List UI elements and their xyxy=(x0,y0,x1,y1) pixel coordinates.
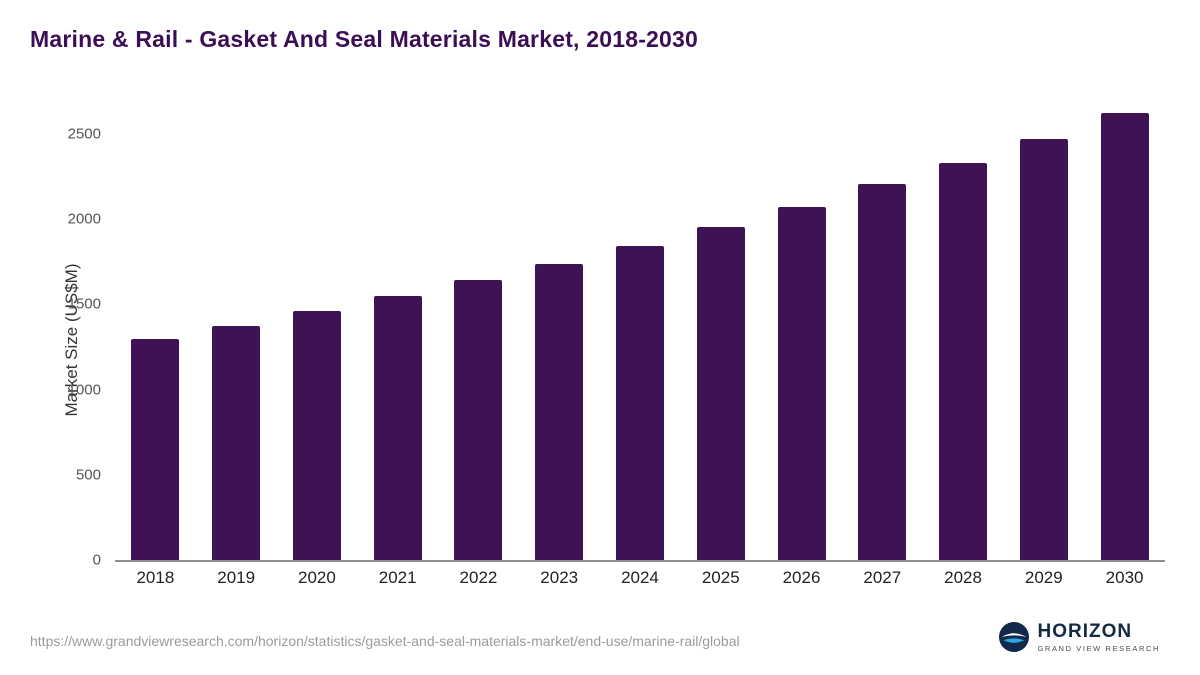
horizon-logo-text: HORIZON GRAND VIEW RESEARCH xyxy=(1037,620,1161,653)
bar-2020 xyxy=(292,311,341,560)
y-tick-label: 2500 xyxy=(67,125,101,143)
y-tick-label: 1500 xyxy=(67,295,101,313)
bar-column-2027 xyxy=(842,100,923,560)
x-axis-labels: 2018 2019 2020 2021 2022 2023 2024 2025 2026 2027… xyxy=(115,568,1165,588)
x-tick-label-2022: 2022 xyxy=(459,568,498,587)
x-tick-label-2027: 2027 xyxy=(863,568,902,587)
bar-column-2028 xyxy=(923,100,1004,560)
bar-2024 xyxy=(615,245,664,560)
x-tick-label-2026: 2026 xyxy=(782,568,821,587)
x-tick-label-2020: 2020 xyxy=(298,568,336,587)
logo-title: HORIZON xyxy=(1037,620,1133,642)
x-tick-label-2030: 2030 xyxy=(1105,568,1144,587)
y-tick-label: 2000 xyxy=(67,210,101,228)
bar-2018 xyxy=(131,338,180,560)
horizon-logo: HORIZON GRAND VIEW RESEARCH xyxy=(998,620,1161,653)
horizon-logo-icon xyxy=(998,622,1029,653)
bar-2028 xyxy=(939,163,988,560)
bar-column-2020 xyxy=(277,100,358,560)
y-axis-title: Market Size (US$M) xyxy=(62,263,81,417)
x-tick-label-2025: 2025 xyxy=(701,568,740,587)
y-tick-label: 500 xyxy=(75,466,101,484)
x-tick-label-2024: 2024 xyxy=(621,568,659,587)
bar-2019 xyxy=(212,325,261,560)
x-tick-label-2029: 2029 xyxy=(1024,568,1063,587)
x-tick-label-2023: 2023 xyxy=(540,568,579,587)
x-tick-label-2019: 2019 xyxy=(217,568,256,587)
bar-column-2022 xyxy=(438,100,519,560)
source-url: https://www.grandviewresearch.com/horizo… xyxy=(30,633,740,649)
bars-container xyxy=(115,100,1165,560)
bar-column-2023 xyxy=(519,100,600,560)
logo-subtitle: GRAND VIEW RESEARCH xyxy=(1037,643,1160,653)
y-tick-label: 1000 xyxy=(67,381,101,399)
x-tick-label-2028: 2028 xyxy=(944,568,982,587)
bar-2022 xyxy=(454,279,503,560)
y-tick-label: 0 xyxy=(92,551,101,569)
bar-2029 xyxy=(1019,139,1068,560)
bar-column-2021 xyxy=(357,100,438,560)
bar-2023 xyxy=(535,263,584,560)
bar-column-2026 xyxy=(761,100,842,560)
bar-2025 xyxy=(696,226,745,560)
bar-chart: Market Size (US$M) 0 500 1000 1500 2000 2500 … xyxy=(0,90,1200,587)
bar-2027 xyxy=(858,184,907,560)
bar-column-2019 xyxy=(196,100,277,560)
plot-area: 0 500 1000 1500 2000 2500 xyxy=(68,100,1165,569)
x-tick-label-2018: 2018 xyxy=(136,568,175,587)
bar-2021 xyxy=(373,295,422,560)
chart-title: Marine & Rail - Gasket And Seal Material… xyxy=(30,26,699,52)
bar-column-2030 xyxy=(1084,100,1165,560)
bar-column-2029 xyxy=(1003,100,1084,560)
bar-column-2018 xyxy=(115,100,196,560)
bar-2030 xyxy=(1100,112,1149,560)
bar-column-2024 xyxy=(600,100,681,560)
x-tick-label-2021: 2021 xyxy=(378,568,417,587)
bar-2026 xyxy=(777,207,826,560)
bar-column-2025 xyxy=(680,100,761,560)
